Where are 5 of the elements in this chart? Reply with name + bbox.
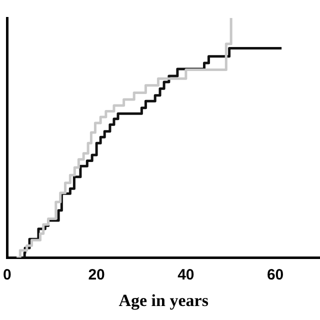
x-tick-label: 40 xyxy=(178,266,194,284)
x-axis-title: Age in years xyxy=(118,291,209,310)
x-tick-label: 20 xyxy=(88,266,105,284)
x-tick-label: 60 xyxy=(266,266,284,284)
x-tick-label: 0 xyxy=(3,266,12,284)
